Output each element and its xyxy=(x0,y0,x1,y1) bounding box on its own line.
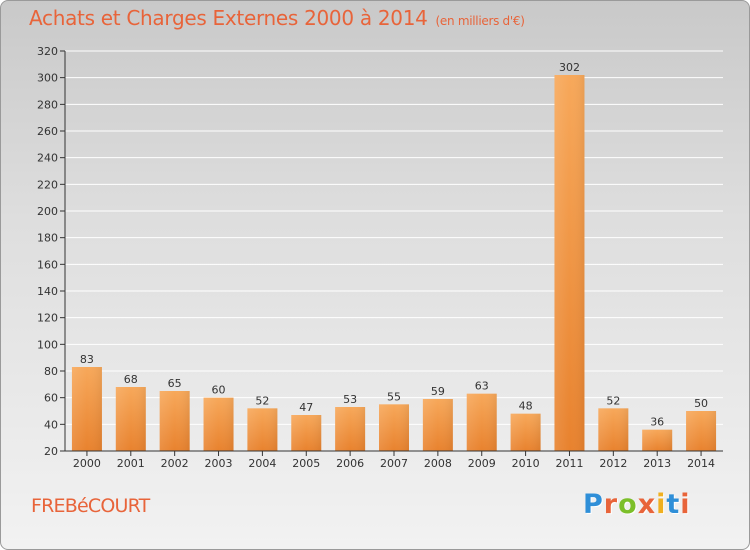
x-tick-label: 2004 xyxy=(248,457,276,470)
bar-sheen xyxy=(291,415,322,451)
y-tick-label: 140 xyxy=(37,285,58,298)
data-label: 53 xyxy=(343,393,357,406)
x-tick-label: 2012 xyxy=(599,457,627,470)
data-label: 55 xyxy=(387,390,401,403)
logo-letter: t xyxy=(666,489,681,520)
data-label: 83 xyxy=(80,353,94,366)
y-tick-label: 260 xyxy=(37,125,58,138)
axes xyxy=(60,50,723,456)
y-tick-label: 60 xyxy=(44,392,58,405)
data-label: 47 xyxy=(299,401,313,414)
x-tick-label: 2009 xyxy=(468,457,496,470)
data-label: 52 xyxy=(255,394,269,407)
bar-sheen xyxy=(335,407,366,451)
y-tick-label: 280 xyxy=(37,98,58,111)
x-tick-label: 2008 xyxy=(424,457,452,470)
y-tick-label: 80 xyxy=(44,365,58,378)
x-tick-label: 2000 xyxy=(73,457,101,470)
proxiti-logo: Proxiti xyxy=(583,489,691,520)
logo-letter: x xyxy=(637,489,657,520)
x-tick-label: 2007 xyxy=(380,457,408,470)
x-tick-label: 2002 xyxy=(161,457,189,470)
chart-subtitle: (en milliers d'€) xyxy=(435,14,525,28)
commune-name: FREBéCOURT xyxy=(31,495,150,517)
bar-sheen xyxy=(422,399,453,451)
x-tick-label: 2013 xyxy=(643,457,671,470)
data-label: 50 xyxy=(694,397,708,410)
y-tick-label: 200 xyxy=(37,205,58,218)
logo-letter: i xyxy=(680,489,691,520)
bar-sheen xyxy=(247,408,278,451)
x-tick-label: 2010 xyxy=(512,457,540,470)
data-label: 60 xyxy=(212,384,226,397)
labels: 20 40 60 80 100 120 140 160 180 200 220 240 260 280 30… xyxy=(37,45,715,470)
bar-sheen xyxy=(379,404,409,451)
data-label: 63 xyxy=(475,380,489,393)
bar-sheen xyxy=(642,429,673,451)
logo-letter: r xyxy=(603,489,619,520)
data-label: 302 xyxy=(559,61,580,74)
logo-letter: o xyxy=(618,489,638,520)
logo-letter: i xyxy=(656,489,667,520)
x-tick-label: 2003 xyxy=(205,457,233,470)
bar-sheen xyxy=(510,413,541,451)
y-tick-label: 120 xyxy=(37,312,58,325)
bar-sheen xyxy=(598,408,629,451)
y-tick-label: 240 xyxy=(37,152,58,165)
bar-sheen xyxy=(466,393,497,451)
y-tick-label: 160 xyxy=(37,258,58,271)
x-tick-label: 2001 xyxy=(117,457,145,470)
y-tick-label: 100 xyxy=(37,338,58,351)
x-tick-label: 2014 xyxy=(687,457,715,470)
y-tick-label: 320 xyxy=(37,45,58,58)
data-label: 48 xyxy=(519,400,533,413)
x-tick-label: 2011 xyxy=(555,457,583,470)
y-tick-label: 180 xyxy=(37,232,58,245)
data-label: 59 xyxy=(431,385,445,398)
data-label: 52 xyxy=(606,394,620,407)
x-tick-label: 2005 xyxy=(292,457,320,470)
y-tick-label: 20 xyxy=(44,445,58,458)
bar-sheen xyxy=(203,397,234,451)
data-label: 68 xyxy=(124,373,138,386)
y-tick-label: 220 xyxy=(37,178,58,191)
bar-sheen xyxy=(554,75,585,451)
logo-letter: P xyxy=(583,489,604,520)
bars xyxy=(71,75,717,451)
y-tick-label: 300 xyxy=(37,72,58,85)
data-label: 36 xyxy=(650,416,664,429)
bar-sheen xyxy=(686,411,717,451)
y-tick-label: 40 xyxy=(44,418,58,431)
x-tick-label: 2006 xyxy=(336,457,364,470)
bar-sheen xyxy=(71,367,102,451)
chart-title: Achats et Charges Externes 2000 à 2014 (e… xyxy=(29,6,525,30)
bar-sheen xyxy=(159,391,190,451)
data-label: 65 xyxy=(168,377,182,390)
bar-sheen xyxy=(115,387,146,451)
